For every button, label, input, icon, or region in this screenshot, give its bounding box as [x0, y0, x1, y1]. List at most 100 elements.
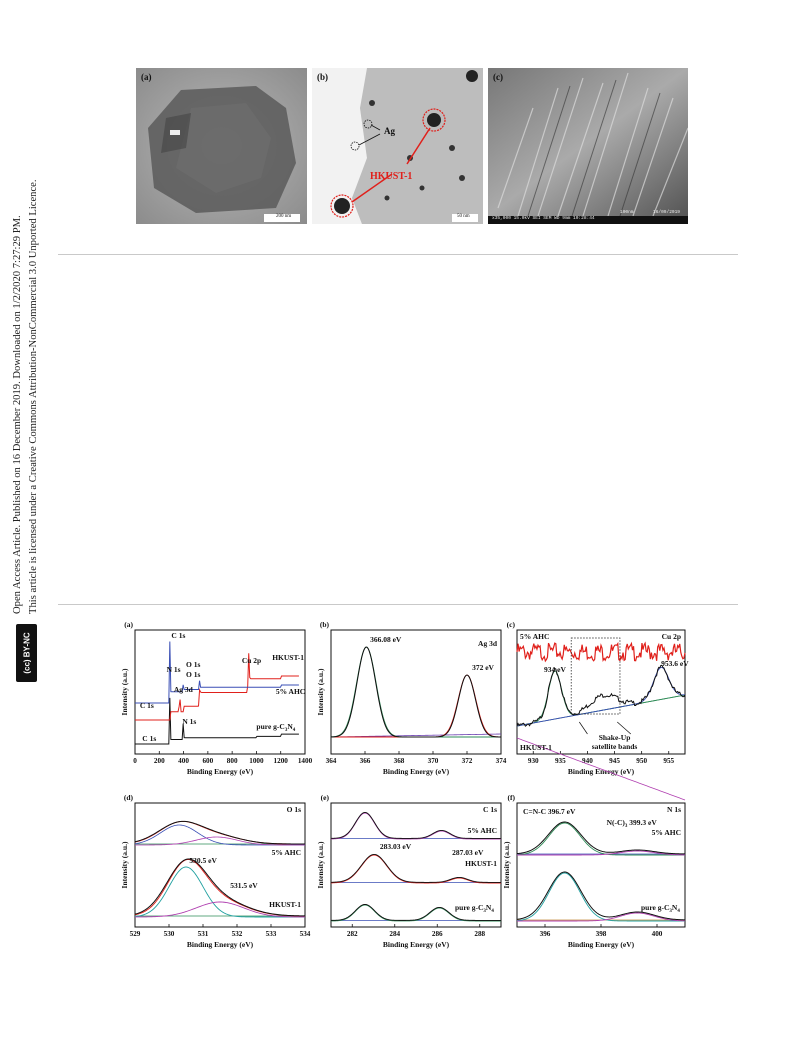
- ann-n1s-black: N 1s: [182, 717, 196, 726]
- x-tick-label: 531: [198, 930, 209, 938]
- xps-panel-b: 364 366 368 370 372 374 Binding Energy (eV) Int…: [313, 620, 508, 780]
- x-tick-label: 398: [596, 930, 607, 938]
- plot-frame: [330, 629, 502, 755]
- arrow-satellite-1: [579, 721, 588, 735]
- x-tick-label: 282: [347, 930, 358, 938]
- x-tick-label: 955: [663, 757, 674, 765]
- x-tick-label: 396: [540, 930, 551, 938]
- sem-c-footer: x35,000 15.0kV SEI SEM WD 9mm 10:28:44: [492, 216, 595, 221]
- ann-o1s-5ahc: 5% AHC: [272, 848, 301, 857]
- x-tick-label: 1200: [274, 757, 289, 765]
- fit-530: [134, 866, 305, 918]
- xps-panel-e: 282 284 286 288 Binding Energy (eV) Intensity…: [313, 793, 508, 958]
- x-tick-label: 945: [609, 757, 620, 765]
- x-axis-label: Binding Energy (eV): [187, 767, 254, 776]
- xps-panel-c: 930 935 940 945 950 955 Binding Energy (eV) (c)…: [507, 620, 689, 801]
- x-tick-label: 530: [164, 930, 175, 938]
- cc-license-badge[interactable]: (cc) BY-NC: [16, 624, 37, 682]
- x-tick-label: 370: [428, 757, 439, 765]
- ann-o1s-2: O 1s: [186, 670, 200, 679]
- ann-ag3d-title: Ag 3d: [478, 639, 498, 648]
- peak-label-530: 530.5 eV: [189, 856, 217, 865]
- tem-a-scale: 200 nm: [276, 214, 292, 219]
- sem-c-label: (c): [493, 72, 503, 82]
- peak-label-399: N(-C)3 399.3 eV: [607, 818, 658, 829]
- tem-image-a: (a) 200 nm: [136, 68, 307, 224]
- x-axis-label: Binding Energy (eV): [383, 940, 450, 949]
- plot-frame: [134, 629, 306, 755]
- x-tick-label: 372: [462, 757, 473, 765]
- xps-panel-f: 396 398 400 Binding Energy (eV) Intensity (a…: [502, 793, 689, 958]
- ann-n1s-5ahc: 5% AHC: [652, 828, 681, 837]
- raw-f-top: [516, 821, 686, 855]
- license-line: This article is licensed under a Creativ…: [28, 179, 39, 614]
- ann-n1s: N 1s: [167, 665, 181, 674]
- peak-label-953: 953.6 eV: [661, 659, 689, 668]
- panel-label: (b): [320, 620, 330, 629]
- ann-c1s-red: C 1s: [140, 701, 154, 710]
- x-axis-label: Binding Energy (eV): [383, 767, 450, 776]
- x-tick-label: 284: [389, 930, 400, 938]
- peak-label-283: 283.03 eV: [380, 842, 412, 851]
- xps-panel-a: 0 200 400 600 800 1000 1200 1400 Binding Energy …: [112, 620, 313, 780]
- fit-top-1: [134, 824, 305, 846]
- fit-399-top: [517, 850, 686, 856]
- peak-label-396: C=N-C 396.7 eV: [523, 807, 576, 816]
- sem-c-date: 16/09/2019: [653, 210, 681, 215]
- x-tick-label: 800: [227, 757, 238, 765]
- rule-top: [58, 254, 738, 255]
- x-tick-label: 400: [652, 930, 663, 938]
- xps-panel-d: 529 530 531 532 533 534 Binding Energy (eV) Int…: [112, 793, 312, 958]
- peak-label-934: 934 eV: [544, 665, 566, 674]
- fit-399-bot: [517, 912, 686, 922]
- tem-a-label: (a): [141, 72, 152, 82]
- hkust-label: HKUST-1: [370, 171, 413, 182]
- series-5pct-ahc: [135, 641, 299, 704]
- x-tick-label: 534: [300, 930, 311, 938]
- ann-shakeup: Shake-Up: [599, 733, 631, 742]
- tem-b-label: (b): [317, 72, 328, 82]
- panel-label: (c): [507, 620, 516, 629]
- x-tick-label: 288: [474, 930, 485, 938]
- panel-label: (a): [124, 620, 133, 629]
- fit-531: [135, 901, 305, 918]
- x-tick-label: 0: [133, 757, 137, 765]
- ann-c1s-hkust: HKUST-1: [465, 859, 497, 868]
- arrow-satellite-2: [617, 721, 632, 735]
- x-tick-label: 600: [202, 757, 213, 765]
- y-axis-label: Intensity (a.u.): [120, 841, 129, 888]
- series-5ahc-cu: [516, 641, 686, 663]
- plot-frame: [134, 802, 306, 928]
- peak-label-372: 372 eV: [472, 663, 494, 672]
- raw-top: [134, 820, 305, 845]
- ann-ag3d: Ag 3d: [174, 685, 194, 694]
- y-axis-label: Intensity (a.u.): [502, 841, 511, 888]
- ann-cu2p-title: Cu 2p: [662, 632, 681, 641]
- plot-frame: [330, 802, 502, 928]
- cc-badge-text: (cc) BY-NC: [22, 632, 31, 674]
- peak-label-366: 366.08 eV: [370, 635, 402, 644]
- x-tick-label: 200: [154, 757, 165, 765]
- x-tick-label: 286: [432, 930, 443, 938]
- ann-hkust: HKUST-1: [272, 653, 304, 662]
- tem-b-scale: 50 nm: [457, 214, 470, 219]
- c1s-pure-raw: [330, 903, 501, 921]
- open-access-line: Open Access Article. Published on 16 Dec…: [12, 215, 23, 614]
- ann-n1s-pure: pure g-C3N4: [641, 903, 680, 914]
- panel-label: (d): [124, 793, 134, 802]
- ann-c1s-pure: pure g-C3N4: [455, 903, 494, 914]
- x-tick-label: 366: [360, 757, 371, 765]
- sem-image-c: (c) x35,000 15.0kV SEI SEM WD 9mm 10:28:…: [488, 68, 688, 224]
- y-axis-label: Intensity (a.u.): [316, 668, 325, 715]
- x-tick-label: 374: [496, 757, 507, 765]
- baseline-magenta: [516, 737, 686, 801]
- ann-o1s-hkust: HKUST-1: [269, 900, 301, 909]
- x-tick-label: 1000: [249, 757, 264, 765]
- ann-5ahc-cu: 5% AHC: [520, 632, 549, 641]
- tem-image-b: (b) Ag HKUST-1 50 nm: [312, 68, 483, 224]
- raw-cu2p: [516, 664, 686, 727]
- raw-f-bot: [516, 871, 686, 921]
- x-tick-label: 940: [582, 757, 593, 765]
- ann-c1s-blue: C 1s: [171, 631, 185, 640]
- ann-n1s-title: N 1s: [667, 805, 681, 814]
